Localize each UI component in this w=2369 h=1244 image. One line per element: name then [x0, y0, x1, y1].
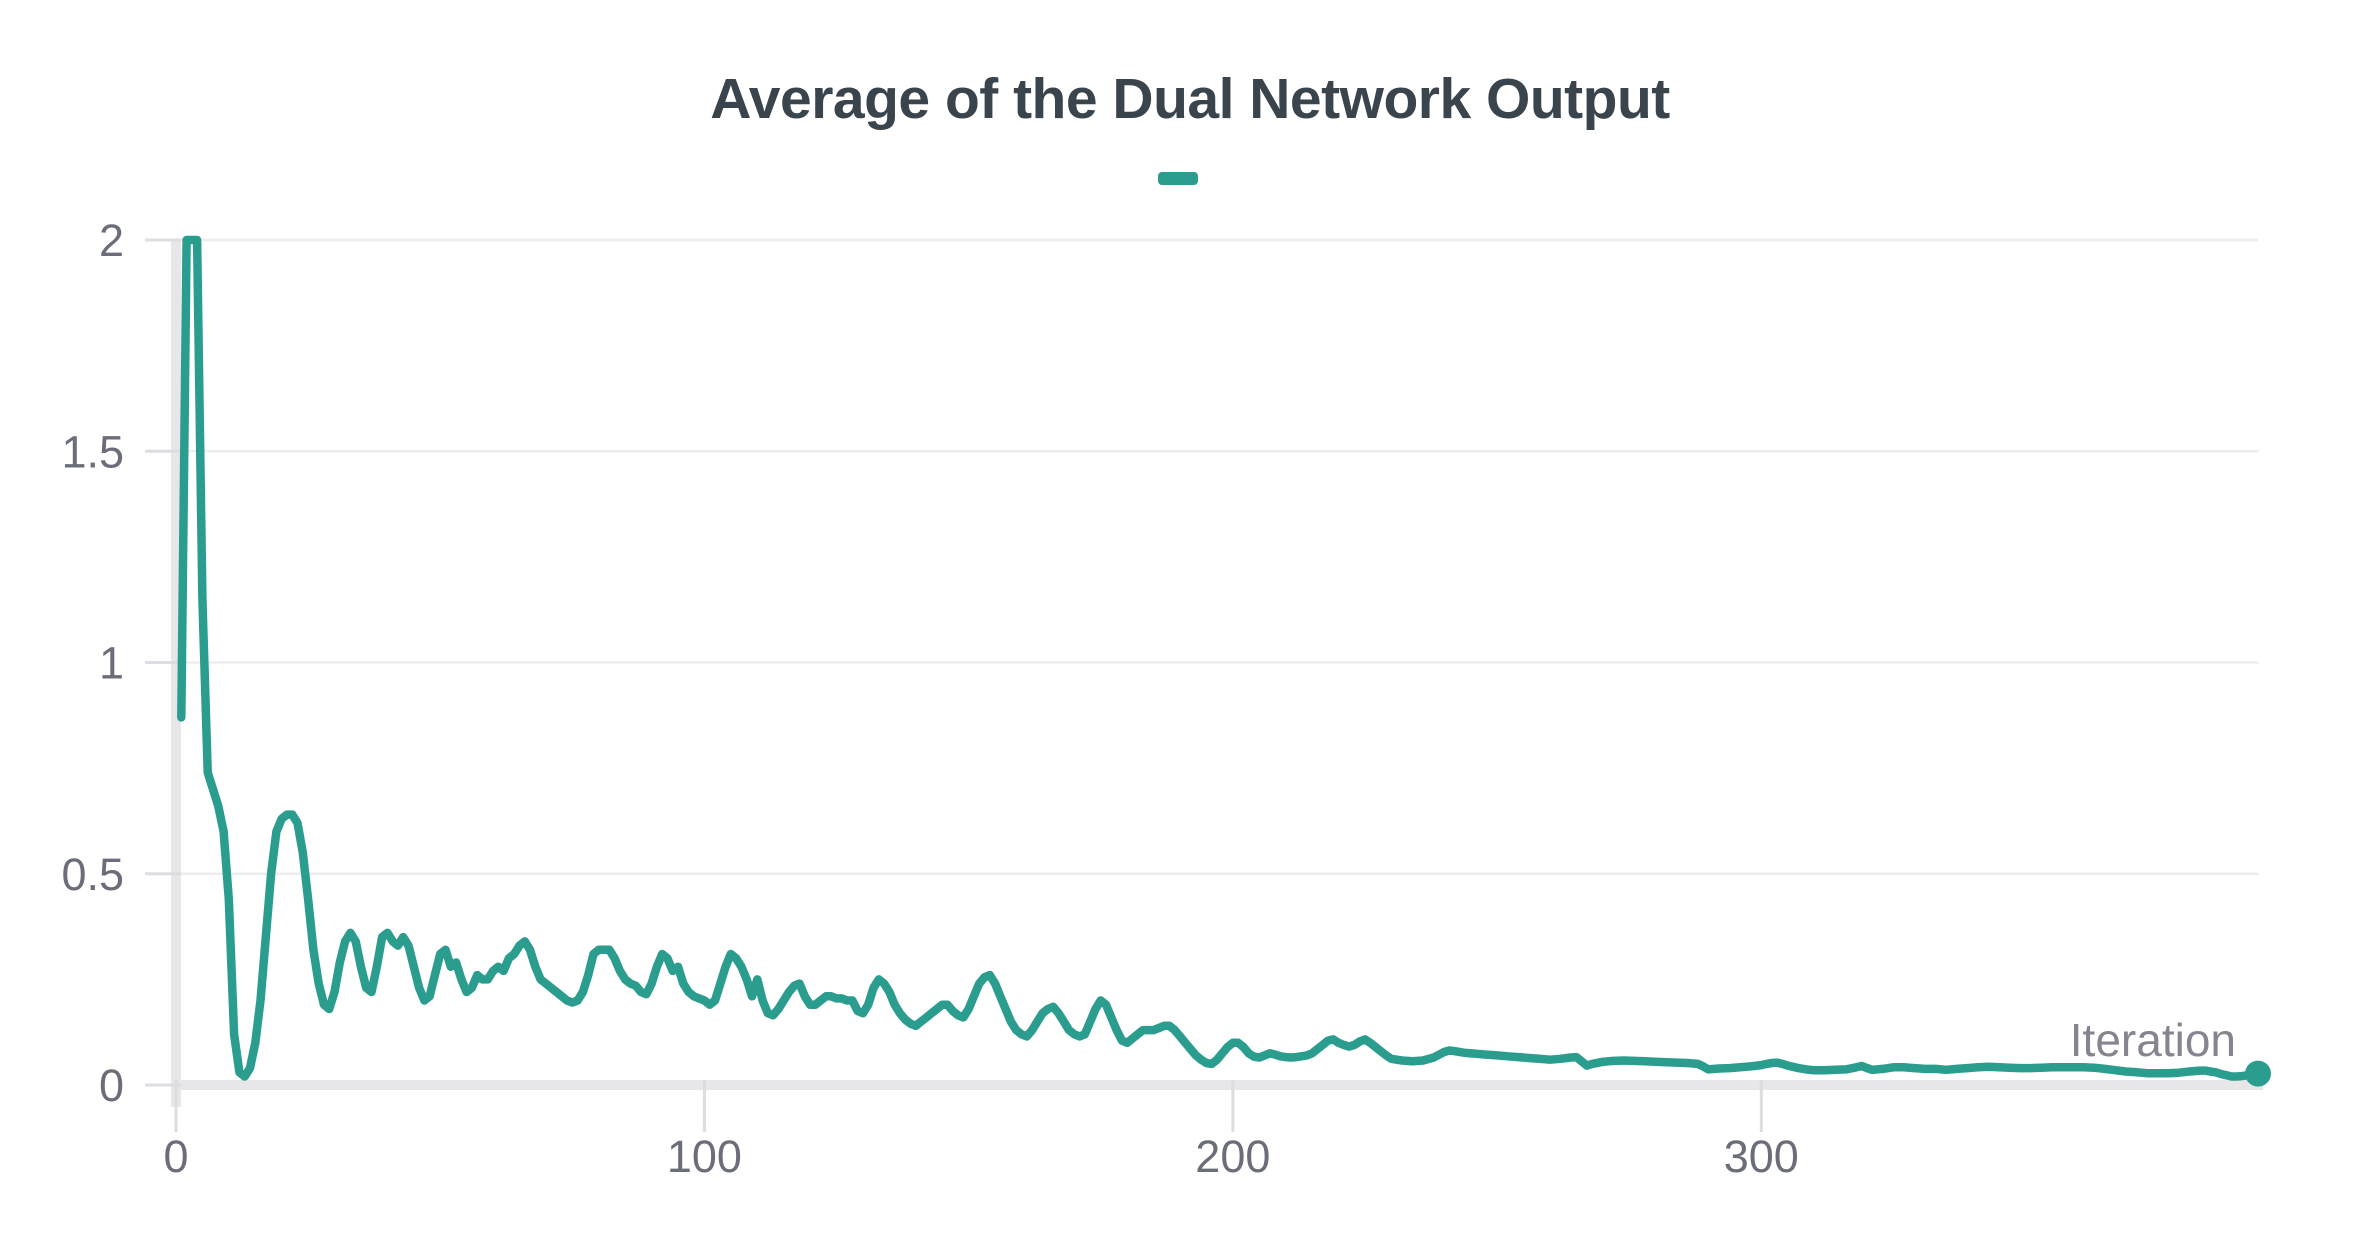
y-tick-label: 2 — [99, 215, 124, 266]
x-tick-label: 100 — [667, 1131, 742, 1182]
legend-line-marker-icon — [1158, 172, 1198, 185]
gridlines — [176, 238, 2258, 875]
y-tick-label: 0.5 — [61, 849, 124, 900]
y-tick-label: 1 — [99, 638, 124, 689]
series-line — [177, 235, 2263, 1081]
x-axis-guide-label: Iteration — [2070, 1014, 2236, 1066]
x-axis-spine — [171, 1080, 2263, 1090]
x-axis-tick-labels: 0 100 200 300 — [163, 1131, 1798, 1182]
y-tick-label: 0 — [99, 1060, 124, 1111]
y-axis-spine — [171, 240, 181, 1107]
series-end-marker — [2245, 1060, 2271, 1087]
x-axis-tick-marks — [174, 1080, 1763, 1132]
x-tick-label: 0 — [163, 1131, 188, 1182]
y-tick-label: 1.5 — [61, 426, 124, 477]
x-tick-label: 300 — [1724, 1131, 1799, 1182]
x-tick-label: 200 — [1195, 1131, 1270, 1182]
y-axis-tick-labels: 0 0.5 1 1.5 2 — [61, 215, 124, 1111]
chart-title: Average of the Dual Network Output — [710, 67, 1670, 131]
